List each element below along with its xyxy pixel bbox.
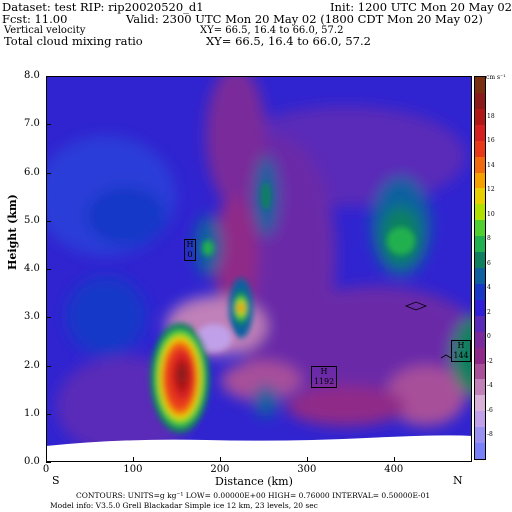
- y-tick-label: 0.0: [24, 456, 40, 467]
- colorbar-swatch: [475, 140, 485, 158]
- high-marker-3: H 144: [451, 340, 471, 362]
- colorbar-swatch: [475, 124, 485, 142]
- x-tick-label: 300: [297, 464, 317, 475]
- colorbar-swatch: [475, 252, 485, 269]
- colorbar-swatch: [475, 77, 485, 94]
- valid-label: Valid: 2300 UTC Mon 20 May 02 (1800 CDT …: [126, 12, 483, 26]
- x-tick-mark: [219, 457, 221, 462]
- colorbar-swatch: [475, 315, 485, 333]
- colorbar-swatch: [475, 363, 485, 380]
- x-tick-label: 100: [123, 464, 143, 475]
- contour-info: CONTOURS: UNITS=g kg⁻¹ LOW= 0.00000E+00 …: [76, 491, 431, 500]
- colorbar-label: 14: [487, 161, 495, 169]
- colorbar-swatch: [475, 172, 485, 189]
- colorbar-swatch: [475, 108, 485, 126]
- y-tick-mark: [46, 413, 51, 415]
- x-tick-label: 400: [384, 464, 404, 475]
- colorbar-swatch: [475, 299, 485, 317]
- y-tick-label: 5.0: [24, 214, 40, 226]
- high-marker-2: H 1192: [311, 366, 337, 388]
- y-tick-label: 8.0: [24, 70, 40, 81]
- y-tick-label: 7.0: [24, 118, 40, 130]
- fcst-label: Fcst: 11.00: [2, 12, 68, 26]
- colorbar-swatch: [475, 268, 485, 285]
- y-tick-mark: [46, 220, 51, 222]
- y-tick-mark: [46, 317, 51, 319]
- high-marker-3-value: 144: [453, 351, 469, 360]
- colorbar-label: 18: [487, 113, 495, 120]
- y-tick-label: 3.0: [24, 311, 40, 323]
- y-tick-label: 6.0: [24, 166, 40, 178]
- high-marker-3-letter: H: [457, 341, 465, 350]
- high-marker-2-value: 1192: [313, 377, 335, 386]
- dataset-label: Dataset: test RIP: rip20020520_d1: [2, 0, 204, 14]
- y-tick-mark: [46, 365, 51, 367]
- colorbar-swatch: [475, 411, 485, 428]
- y-tick-label: 4.0: [24, 263, 40, 274]
- colorbar-label: -6: [487, 406, 493, 414]
- colorbar-label: 2: [487, 308, 491, 316]
- terrain: [46, 435, 472, 462]
- y-tick-mark: [46, 76, 51, 77]
- colorbar-label: 0: [487, 333, 491, 341]
- high-marker-1-value: 0: [187, 250, 193, 259]
- colorbar-swatch: [475, 92, 485, 110]
- high-marker-2-letter: H: [320, 367, 328, 376]
- model-info: Model info: V3.5.0 Grell Blackadar Simpl…: [50, 501, 318, 510]
- colorbar-label: -2: [487, 357, 493, 365]
- colorbar-swatch: [475, 220, 485, 237]
- colorbar-swatch: [475, 379, 485, 396]
- x-tick-mark: [306, 457, 308, 462]
- colorbar-swatch: [475, 156, 485, 173]
- colorbar-swatch: [475, 395, 485, 412]
- x-axis-right-end: N: [453, 474, 463, 487]
- x-tick-mark: [132, 457, 134, 462]
- x-axis-left-end: S: [52, 474, 60, 487]
- colorbar-label: -8: [487, 431, 493, 438]
- colorbar-label: 8: [487, 235, 491, 243]
- high-marker-1-letter: H: [186, 240, 194, 249]
- field1-label: Vertical velocity: [4, 25, 86, 36]
- colorbar-label: 4: [487, 284, 491, 292]
- init-label: Init: 1200 UTC Mon 20 May 02: [330, 0, 512, 14]
- colorbar-label: 12: [487, 186, 495, 194]
- colorbar-unit: cm s⁻¹: [486, 74, 506, 81]
- x-tick-mark: [393, 457, 395, 462]
- field1-xy: XY= 66.5, 16.4 to 66.0, 57.2: [200, 25, 344, 36]
- colorbar-swatch: [475, 188, 485, 205]
- x-axis-label: Distance (km): [215, 475, 293, 488]
- y-tick-label: 2.0: [24, 359, 40, 371]
- colorbar-swatch: [475, 283, 485, 301]
- colorbar-swatch: [475, 443, 485, 460]
- colorbar-label: 16: [487, 137, 495, 145]
- high-marker-1: H 0: [184, 239, 196, 261]
- y-tick-mark: [46, 462, 51, 463]
- colorbar-swatch: [475, 331, 485, 349]
- colorbar-swatch: [475, 347, 485, 364]
- y-tick-label: 1.0: [24, 407, 40, 419]
- y-tick-mark: [46, 124, 51, 126]
- colorbar-swatch: [475, 204, 485, 221]
- colorbar-swatch: [475, 427, 485, 444]
- y-tick-mark: [46, 172, 51, 174]
- x-tick-mark: [46, 457, 47, 462]
- colorbar-swatch: [475, 236, 485, 253]
- x-tick-label: 0: [42, 464, 50, 475]
- colorbar-label: 10: [487, 210, 495, 218]
- y-tick-mark: [46, 269, 51, 270]
- y-axis-label: Height (km): [6, 194, 19, 270]
- field2-label: Total cloud mixing ratio: [4, 34, 143, 48]
- x-tick-label: 200: [210, 464, 230, 475]
- colorbar: [474, 76, 486, 460]
- cross-section-plot: [46, 76, 472, 462]
- colorbar-label: -4: [487, 382, 493, 390]
- field2-xy: XY= 66.5, 16.4 to 66.0, 57.2: [206, 34, 371, 48]
- colorbar-label: 6: [487, 259, 491, 267]
